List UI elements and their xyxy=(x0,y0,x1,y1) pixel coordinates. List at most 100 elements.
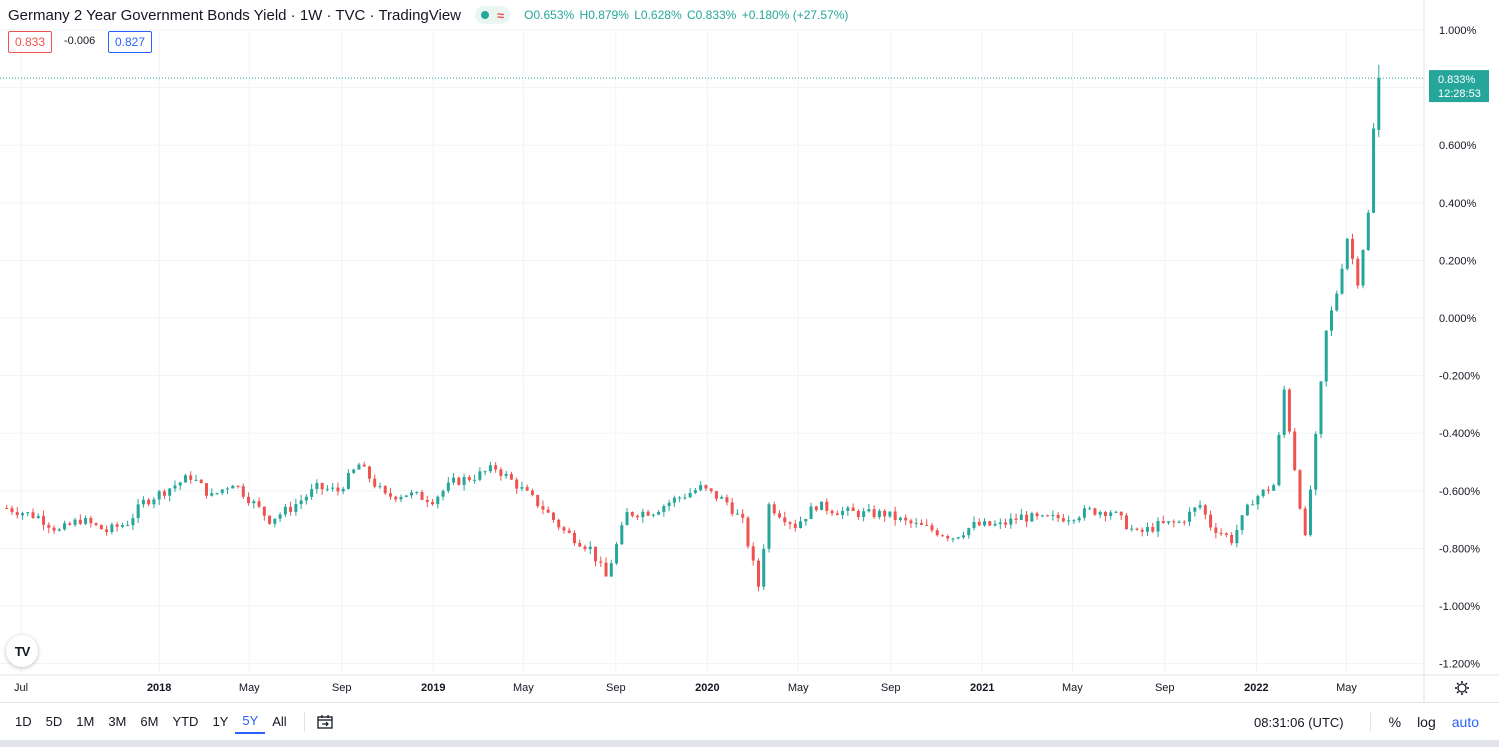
candle-body xyxy=(714,491,718,499)
candle xyxy=(320,482,324,495)
candle xyxy=(1140,527,1144,537)
candle xyxy=(236,485,240,489)
utc-clock[interactable]: 08:31:06 (UTC) xyxy=(1254,714,1344,730)
candle-body xyxy=(183,475,187,483)
tradingview-logo[interactable]: TV xyxy=(6,635,38,667)
candle-body xyxy=(567,530,571,533)
range-button-5d[interactable]: 5D xyxy=(45,713,63,729)
candle-body xyxy=(1046,515,1050,517)
candle xyxy=(946,534,950,542)
candle xyxy=(919,519,923,526)
candle-body xyxy=(615,544,619,564)
candle-body xyxy=(252,501,256,504)
candle xyxy=(252,499,256,509)
candle xyxy=(199,478,203,484)
candle xyxy=(1119,511,1123,521)
candle xyxy=(820,501,824,511)
candle-body xyxy=(115,524,119,527)
candle-body xyxy=(278,514,282,519)
last-price-value: 0.833% xyxy=(1438,74,1476,86)
candle-body xyxy=(310,489,314,497)
range-button-1d[interactable]: 1D xyxy=(15,713,32,729)
candle-body xyxy=(967,528,971,536)
candle-body xyxy=(956,537,960,539)
candle-body xyxy=(5,508,9,510)
range-button-6m[interactable]: 6M xyxy=(140,713,159,729)
candle-body xyxy=(1188,511,1192,522)
candle xyxy=(872,505,876,519)
last-price-label[interactable]: 0.833% 12:28:53 xyxy=(1429,70,1489,103)
candle-body xyxy=(289,506,293,512)
auto-scale-toggle[interactable]: auto xyxy=(1451,714,1479,730)
candle xyxy=(1004,518,1008,528)
candle xyxy=(604,557,608,577)
price-chart[interactable]: 0.833% 12:28:53 1.000% 0.600% 0.400% 0.200% 0… xyxy=(0,0,1499,702)
candle-body xyxy=(730,502,734,514)
candle-body xyxy=(683,497,687,499)
range-button-1m[interactable]: 1M xyxy=(76,713,95,729)
gear-icon[interactable] xyxy=(1455,681,1469,695)
candle xyxy=(1009,513,1013,529)
candle-body xyxy=(1298,470,1302,509)
candle-body xyxy=(940,535,944,537)
candle-body xyxy=(709,488,713,492)
candle xyxy=(78,514,82,526)
candle-body xyxy=(1345,238,1349,269)
candle-body xyxy=(1088,508,1092,510)
candle xyxy=(173,480,177,492)
candle xyxy=(1209,510,1213,531)
candle xyxy=(735,509,739,515)
candle-body xyxy=(168,488,172,496)
candle xyxy=(1351,233,1355,265)
candle-body xyxy=(725,497,729,503)
calendar-range-icon[interactable] xyxy=(315,712,335,732)
price-axis[interactable]: 1.000% 0.600% 0.400% 0.200% 0.000% -0.200% -0.… xyxy=(1439,25,1480,671)
y-tick-label: -1.200% xyxy=(1439,659,1480,671)
candle xyxy=(1051,510,1055,521)
candle-body xyxy=(741,513,745,518)
symbol-title[interactable]: Germany 2 Year Government Bonds Yield · … xyxy=(8,6,461,24)
candle-body xyxy=(425,499,429,503)
range-button-3m[interactable]: 3M xyxy=(108,713,127,729)
candle xyxy=(1040,514,1044,518)
candle-body xyxy=(131,518,135,526)
log-toggle[interactable]: log xyxy=(1417,714,1436,730)
candle-body xyxy=(141,499,145,505)
candle xyxy=(420,489,424,501)
candle xyxy=(662,504,666,517)
candle xyxy=(1146,522,1149,536)
candle-body xyxy=(84,518,88,524)
candle-body xyxy=(604,562,608,577)
candle-body xyxy=(336,487,340,492)
percent-toggle[interactable]: % xyxy=(1388,714,1402,730)
candle xyxy=(131,513,135,531)
sell-price-box[interactable]: 0.833 xyxy=(8,31,53,53)
candle-body xyxy=(951,538,955,540)
market-status-badge[interactable]: ≈ xyxy=(475,6,511,24)
candle-body xyxy=(1203,505,1207,515)
candle xyxy=(220,489,224,496)
candle-body xyxy=(220,489,224,494)
range-button-5y[interactable]: 5Y xyxy=(235,710,266,734)
candle-body xyxy=(78,519,82,524)
candle xyxy=(247,492,251,506)
candle xyxy=(1109,510,1113,520)
time-axis[interactable]: Jul 2018 May Sep 2019 May Sep 2020 May Sep 2021 May… xyxy=(14,681,1469,695)
candle-body xyxy=(1235,529,1239,544)
range-button-1y[interactable]: 1Y xyxy=(212,713,229,729)
candle xyxy=(925,519,929,527)
candle xyxy=(956,536,960,540)
buy-price-box[interactable]: 0.827 xyxy=(108,31,153,53)
candle xyxy=(846,505,850,516)
candle xyxy=(678,496,682,503)
range-button-ytd[interactable]: YTD xyxy=(172,713,199,729)
candle-body xyxy=(557,519,561,528)
candle xyxy=(562,526,566,534)
range-button-all[interactable]: All xyxy=(272,713,287,729)
candle xyxy=(1182,520,1186,526)
candle-body xyxy=(1272,485,1276,491)
candle-body xyxy=(346,472,350,489)
candle-body xyxy=(73,519,77,525)
candle-body xyxy=(888,511,892,517)
candle xyxy=(783,511,787,526)
